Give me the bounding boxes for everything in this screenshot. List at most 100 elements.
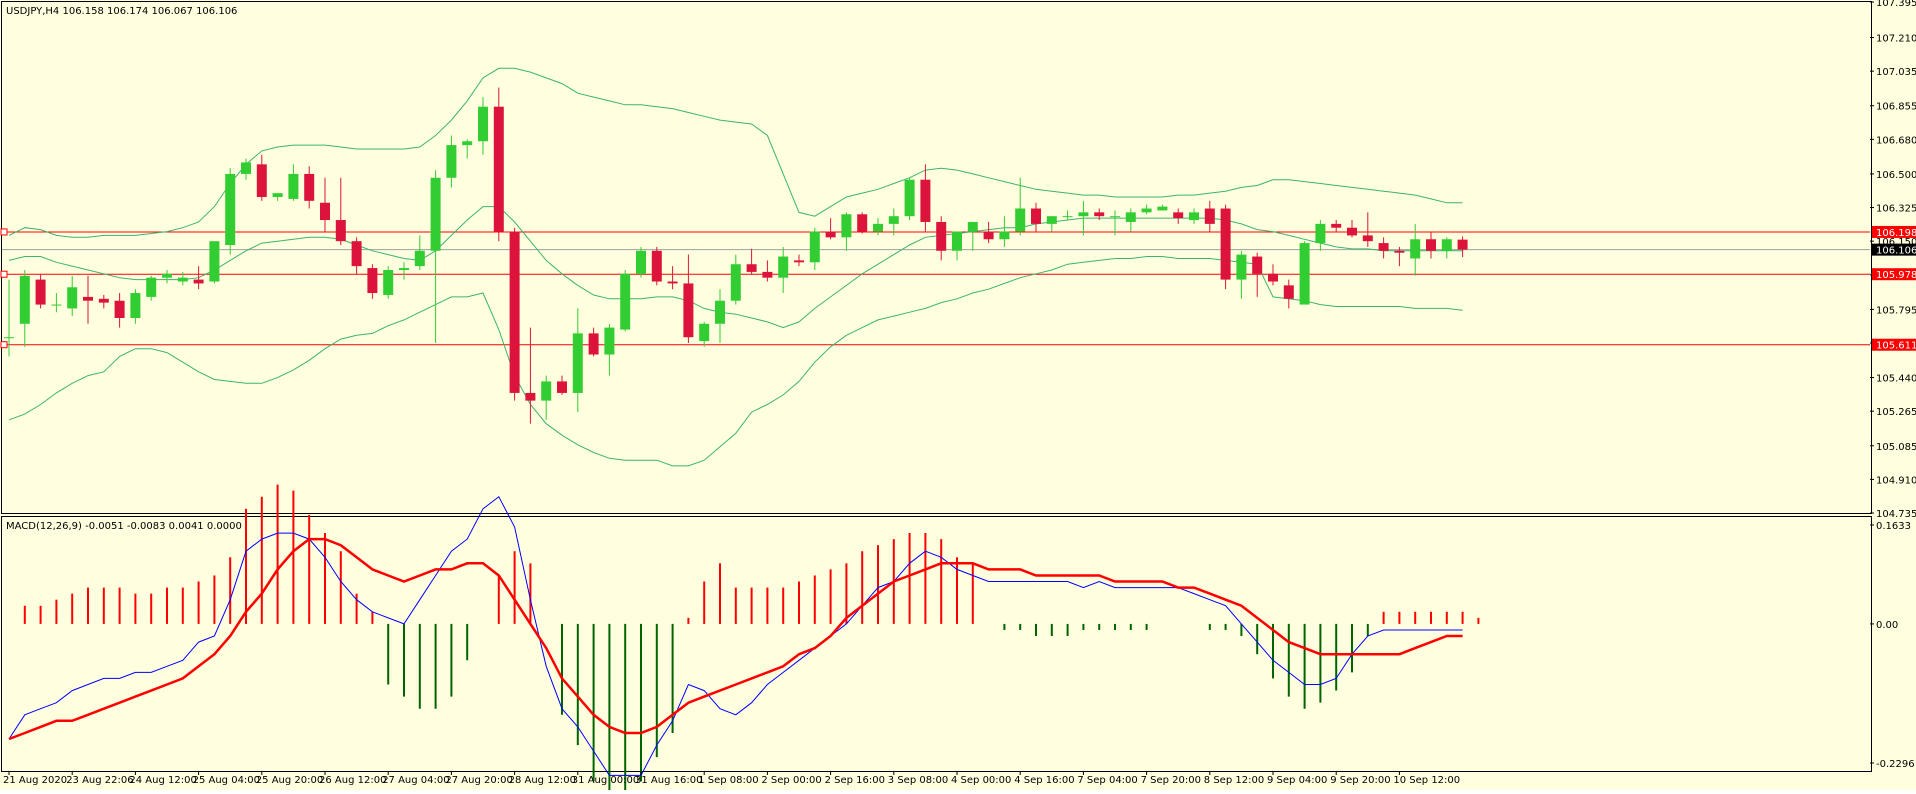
candle[interactable]: [1378, 237, 1389, 259]
candle[interactable]: [1299, 241, 1310, 305]
candle[interactable]: [478, 97, 488, 155]
candle[interactable]: [414, 235, 425, 270]
candle[interactable]: [367, 264, 378, 299]
candle[interactable]: [430, 170, 441, 343]
candle[interactable]: [1031, 202, 1041, 232]
candle[interactable]: [209, 241, 220, 284]
candle[interactable]: [920, 164, 931, 232]
candle[interactable]: [1441, 237, 1452, 259]
candle[interactable]: [509, 227, 520, 401]
candle[interactable]: [1236, 250, 1247, 299]
candle[interactable]: [620, 269, 631, 332]
candle[interactable]: [335, 177, 346, 246]
candle[interactable]: [35, 273, 46, 309]
candle[interactable]: [999, 216, 1010, 247]
candle[interactable]: [146, 275, 157, 301]
candle[interactable]: [936, 216, 947, 261]
candle[interactable]: [1362, 212, 1373, 247]
candle[interactable]: [525, 327, 536, 424]
candle[interactable]: [1426, 231, 1436, 259]
price-pane[interactable]: [0, 67, 1870, 467]
candle[interactable]: [952, 231, 962, 261]
candle[interactable]: [572, 308, 583, 413]
candle[interactable]: [715, 289, 725, 343]
candle[interactable]: [256, 154, 267, 201]
candle[interactable]: [1204, 200, 1215, 232]
candle[interactable]: [4, 279, 14, 357]
candle[interactable]: [762, 260, 773, 282]
candle[interactable]: [604, 323, 615, 376]
candle[interactable]: [162, 269, 172, 284]
candle[interactable]: [241, 158, 251, 180]
candle[interactable]: [83, 275, 93, 324]
candle[interactable]: [1125, 208, 1136, 232]
candle[interactable]: [557, 375, 567, 395]
candle[interactable]: [683, 254, 694, 343]
candle[interactable]: [98, 294, 109, 309]
candle[interactable]: [1062, 210, 1073, 221]
candle[interactable]: [177, 271, 188, 286]
candle[interactable]: [1268, 264, 1278, 286]
candle[interactable]: [19, 269, 30, 347]
candle[interactable]: [588, 327, 599, 357]
candle[interactable]: [873, 218, 883, 236]
candle[interactable]: [825, 218, 836, 240]
candle[interactable]: [1110, 210, 1120, 236]
candle[interactable]: [1457, 236, 1468, 258]
candle[interactable]: [130, 289, 141, 324]
line-handle[interactable]: [0, 341, 8, 349]
candle[interactable]: [1315, 220, 1326, 251]
candle[interactable]: [493, 87, 504, 242]
candle[interactable]: [794, 254, 804, 267]
candle[interactable]: [399, 262, 409, 280]
candle[interactable]: [288, 164, 299, 201]
candle[interactable]: [51, 293, 62, 313]
candle[interactable]: [809, 227, 820, 270]
line-handle[interactable]: [0, 270, 8, 278]
candle[interactable]: [1078, 200, 1089, 236]
candle[interactable]: [1283, 279, 1294, 309]
candle[interactable]: [1189, 208, 1199, 224]
candle[interactable]: [778, 246, 789, 294]
candle[interactable]: [1015, 177, 1026, 236]
candle[interactable]: [67, 275, 78, 317]
candle[interactable]: [1331, 220, 1342, 232]
candle[interactable]: [967, 221, 978, 251]
candle[interactable]: [1220, 204, 1231, 290]
candle[interactable]: [888, 208, 899, 236]
candle[interactable]: [1394, 246, 1405, 267]
candle[interactable]: [351, 237, 362, 274]
candle[interactable]: [1173, 208, 1184, 224]
candle[interactable]: [667, 266, 678, 290]
candle[interactable]: [1347, 220, 1357, 238]
candle[interactable]: [304, 166, 315, 209]
candle[interactable]: [699, 321, 710, 347]
candle[interactable]: [383, 266, 394, 299]
candle[interactable]: [1157, 204, 1168, 211]
line-handle[interactable]: [0, 228, 8, 236]
candle[interactable]: [462, 139, 473, 159]
candle[interactable]: [1252, 252, 1263, 297]
candle[interactable]: [841, 212, 852, 251]
candle[interactable]: [446, 135, 457, 188]
candle[interactable]: [320, 177, 330, 232]
macd-pane[interactable]: [8, 484, 1480, 794]
candle[interactable]: [114, 293, 125, 328]
candle[interactable]: [857, 212, 868, 234]
candle[interactable]: [1094, 208, 1105, 221]
candle[interactable]: [651, 246, 662, 286]
candle[interactable]: [746, 248, 757, 274]
candle[interactable]: [541, 375, 552, 420]
candle[interactable]: [904, 177, 915, 221]
candle[interactable]: [636, 246, 646, 278]
candle[interactable]: [225, 168, 236, 255]
candle[interactable]: [1410, 223, 1421, 276]
candle[interactable]: [1141, 204, 1152, 215]
candle[interactable]: [1046, 216, 1057, 232]
candle[interactable]: [983, 221, 994, 244]
candle[interactable]: [272, 193, 283, 201]
candle[interactable]: [730, 254, 741, 305]
candle[interactable]: [193, 266, 204, 290]
